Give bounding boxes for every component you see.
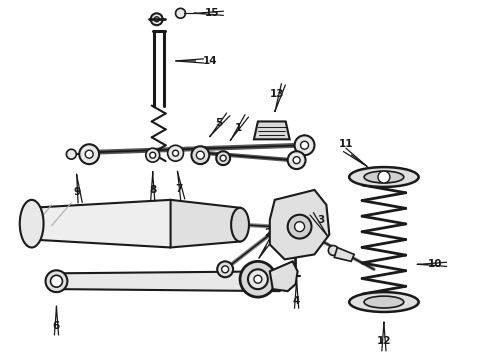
Text: 10: 10	[428, 259, 442, 269]
Polygon shape	[171, 200, 240, 247]
Text: 3: 3	[318, 215, 325, 225]
Text: 15: 15	[204, 8, 219, 18]
Circle shape	[288, 215, 312, 239]
Circle shape	[79, 144, 99, 164]
Ellipse shape	[231, 208, 249, 242]
Circle shape	[151, 13, 163, 25]
Circle shape	[50, 275, 62, 287]
Ellipse shape	[349, 292, 418, 312]
Text: 4: 4	[293, 296, 300, 306]
Circle shape	[221, 266, 229, 273]
Text: 14: 14	[202, 56, 217, 66]
Circle shape	[175, 8, 185, 18]
Text: 11: 11	[339, 139, 353, 149]
Polygon shape	[254, 121, 290, 139]
Circle shape	[248, 269, 268, 289]
Circle shape	[196, 151, 204, 159]
Circle shape	[378, 171, 390, 183]
Text: 8: 8	[149, 185, 156, 195]
Circle shape	[294, 135, 315, 155]
Text: 13: 13	[270, 89, 284, 99]
Polygon shape	[61, 271, 280, 291]
Circle shape	[172, 150, 178, 156]
Text: 1: 1	[235, 123, 243, 133]
Text: 7: 7	[175, 184, 182, 194]
Circle shape	[66, 149, 76, 159]
Circle shape	[85, 150, 93, 158]
Text: 6: 6	[53, 321, 60, 331]
Circle shape	[192, 146, 209, 164]
Ellipse shape	[46, 270, 68, 292]
Polygon shape	[270, 261, 297, 291]
Circle shape	[217, 261, 233, 277]
Circle shape	[220, 155, 226, 161]
Ellipse shape	[364, 296, 404, 308]
Circle shape	[168, 145, 183, 161]
Circle shape	[216, 151, 230, 165]
Circle shape	[294, 222, 305, 231]
Ellipse shape	[364, 171, 404, 183]
Text: 9: 9	[74, 187, 81, 197]
Text: 2: 2	[264, 228, 271, 238]
Text: 5: 5	[215, 118, 222, 129]
Ellipse shape	[20, 200, 44, 247]
Circle shape	[154, 17, 159, 22]
Text: 12: 12	[377, 336, 391, 346]
Circle shape	[254, 275, 262, 283]
Circle shape	[293, 157, 300, 164]
Polygon shape	[334, 247, 354, 261]
Circle shape	[300, 141, 309, 149]
Polygon shape	[32, 200, 171, 247]
Circle shape	[240, 261, 276, 297]
Circle shape	[150, 152, 156, 158]
Polygon shape	[270, 190, 329, 260]
Ellipse shape	[349, 167, 418, 187]
Circle shape	[328, 246, 338, 255]
Circle shape	[146, 148, 160, 162]
Circle shape	[288, 151, 306, 169]
